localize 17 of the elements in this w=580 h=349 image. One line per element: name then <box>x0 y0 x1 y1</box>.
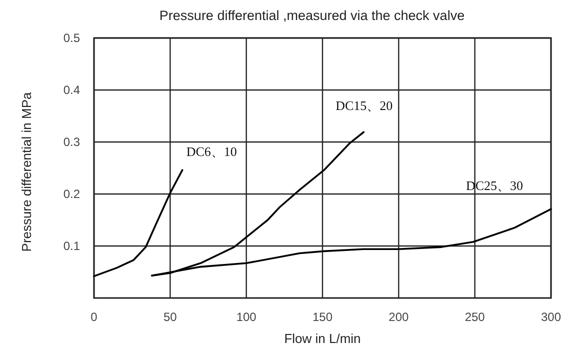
xtick: 200 <box>388 310 409 324</box>
ylabel: Pressure differential in MPa <box>19 92 34 252</box>
xlabel: Flow in L/min <box>284 331 361 346</box>
xtick: 100 <box>236 310 256 324</box>
xtick: 0 <box>90 310 98 324</box>
ytick: 0.1 <box>63 239 80 253</box>
ytick: 0.2 <box>63 187 80 201</box>
xtick: 300 <box>540 310 562 324</box>
ytick: 0.5 <box>63 31 80 45</box>
series-label: DC6、10 <box>186 144 237 160</box>
xtick: 150 <box>312 310 333 324</box>
xtick: 250 <box>464 310 485 324</box>
series-label: DC15、20 <box>336 98 393 114</box>
ytick: 0.3 <box>63 135 80 149</box>
ytick: 0.4 <box>63 83 80 97</box>
xtick: 50 <box>163 310 177 324</box>
title: Pressure differential ,measured via the check valve <box>159 8 465 23</box>
